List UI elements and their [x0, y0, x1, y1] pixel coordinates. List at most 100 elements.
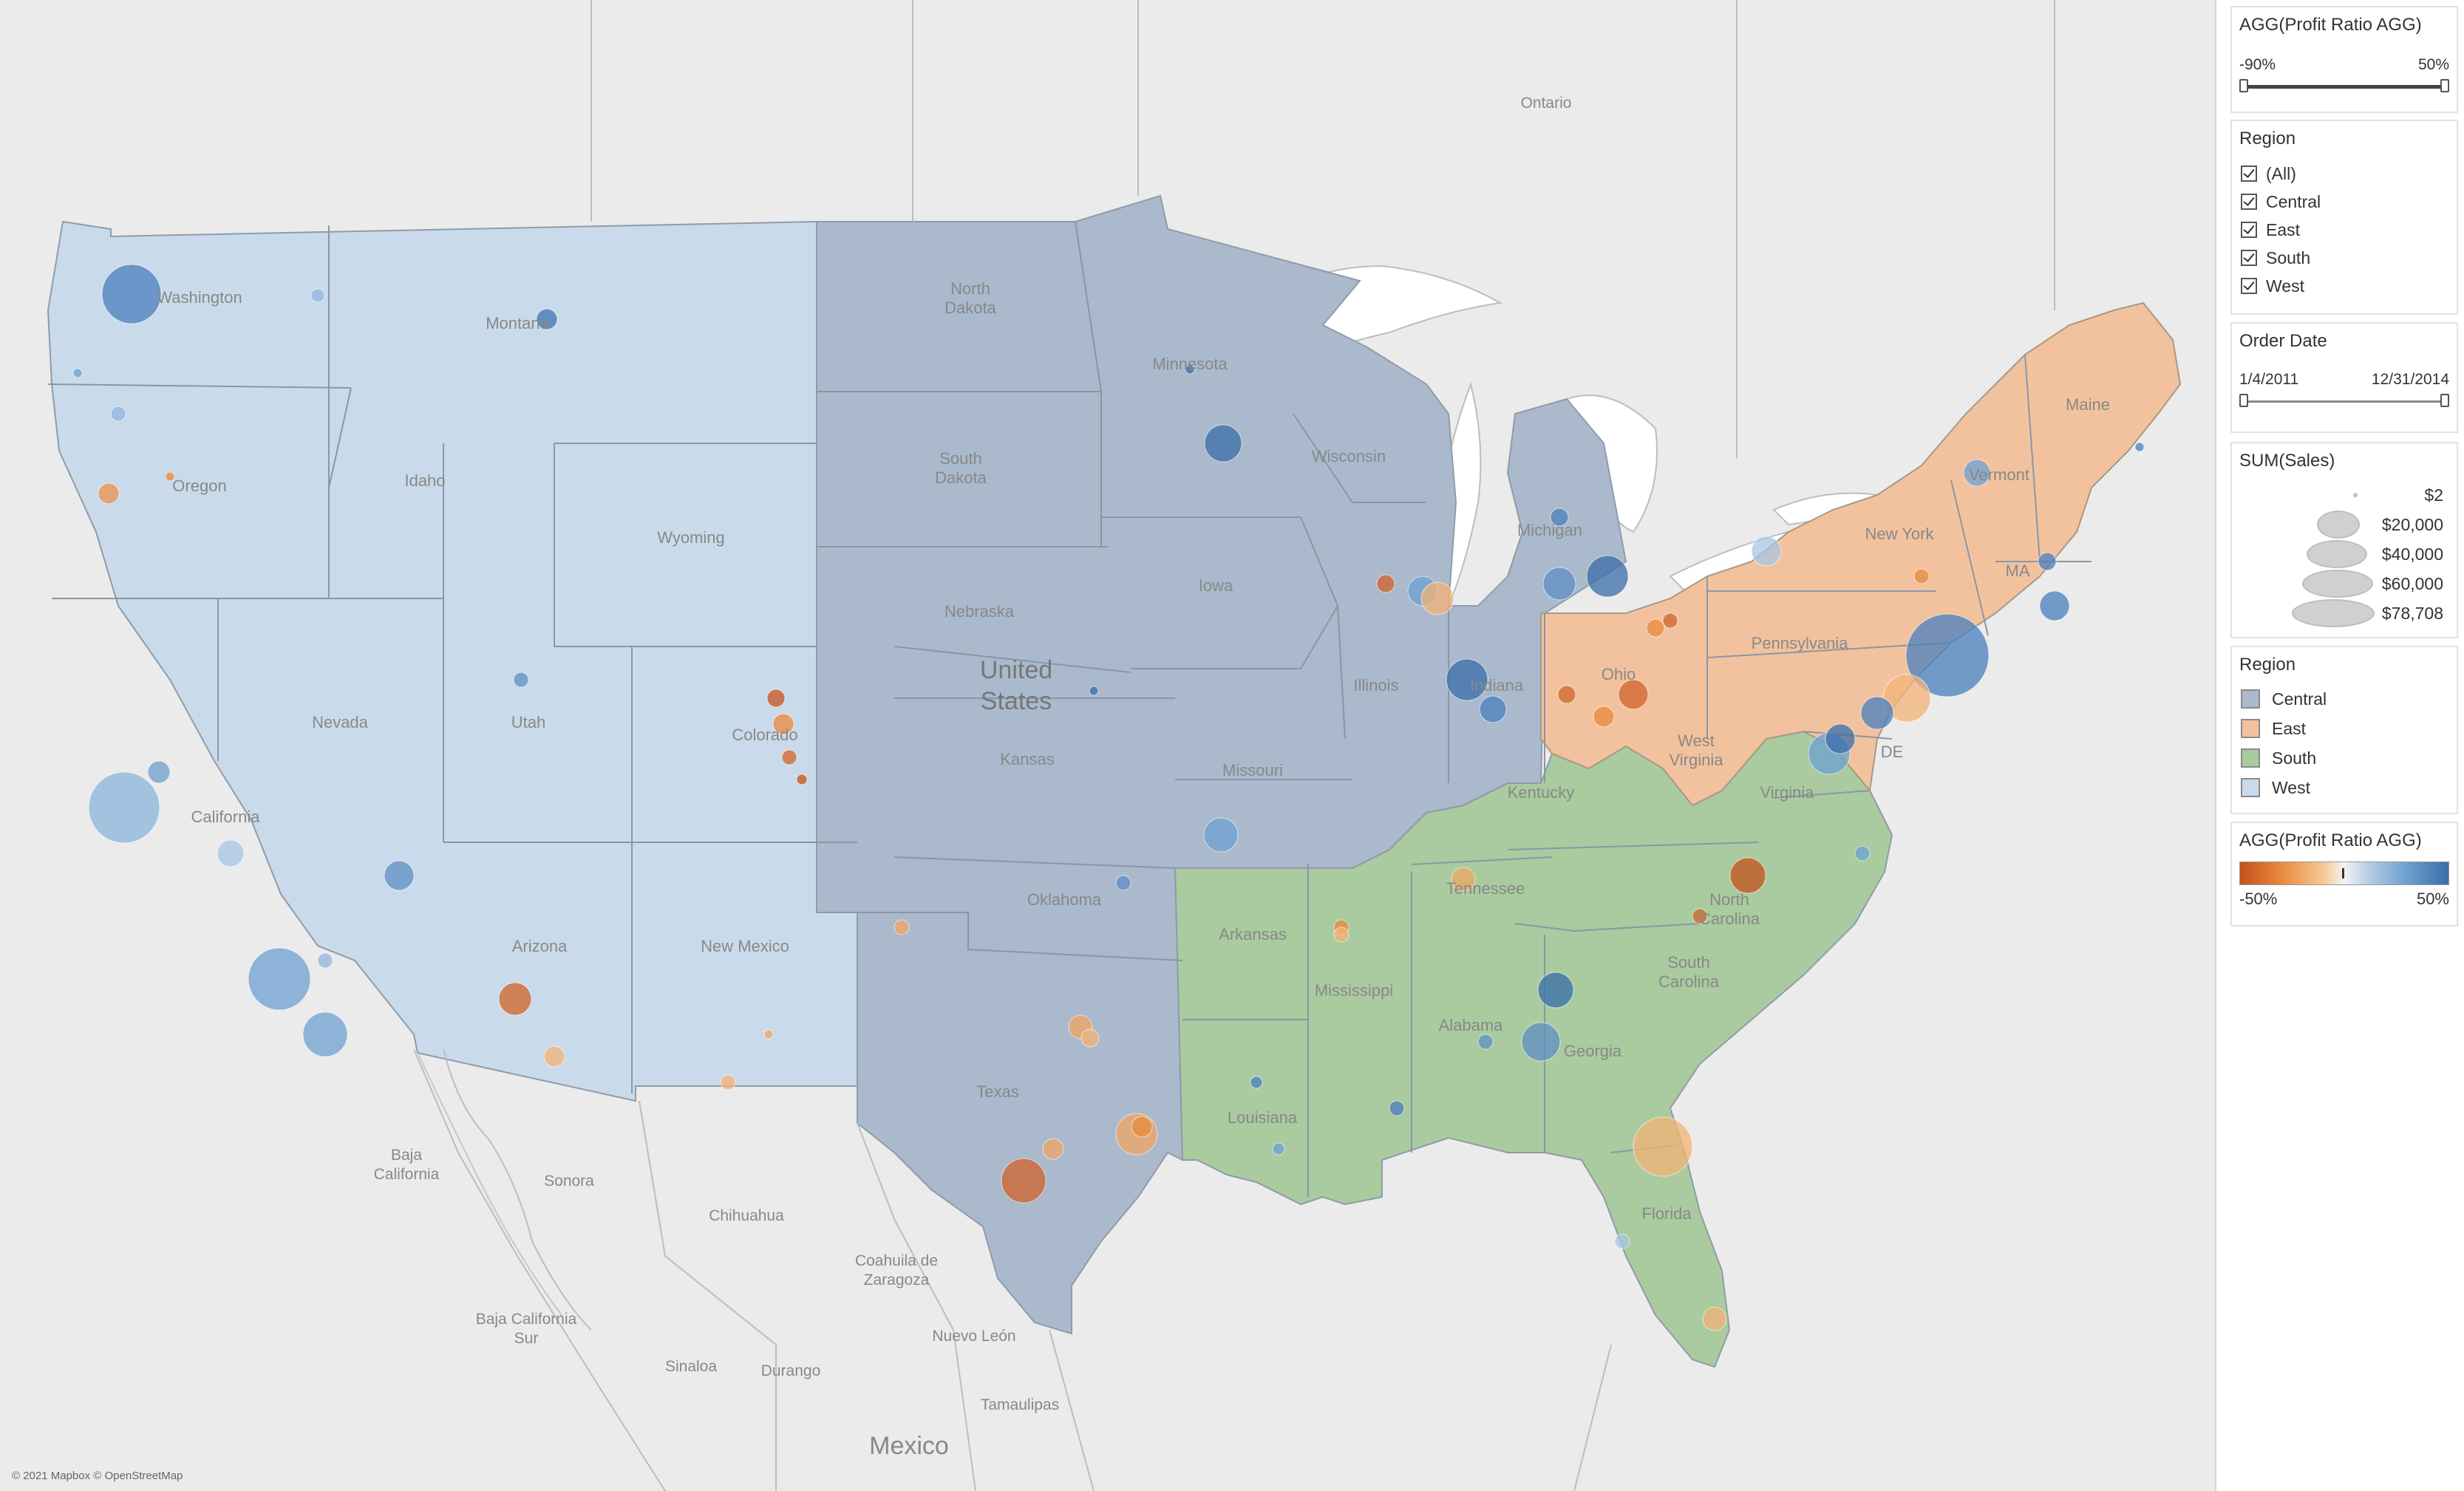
city-sales-marker[interactable]: [101, 264, 162, 324]
city-sales-marker[interactable]: [1557, 685, 1576, 704]
profit-ratio-slider-max-handle[interactable]: [2440, 79, 2449, 92]
city-sales-marker[interactable]: [1662, 613, 1678, 629]
city-sales-marker[interactable]: [72, 368, 83, 378]
region-legend-item-west[interactable]: West: [2232, 773, 2457, 802]
region-option-east[interactable]: East: [2232, 216, 2457, 244]
city-sales-marker[interactable]: [1185, 364, 1195, 375]
order-date-slider-start-handle[interactable]: [2239, 394, 2248, 407]
city-sales-marker[interactable]: [1333, 927, 1350, 943]
checkbox-checked-icon[interactable]: [2241, 222, 2257, 238]
city-sales-marker[interactable]: [1203, 817, 1239, 853]
city-sales-marker[interactable]: [1376, 574, 1395, 593]
city-sales-marker[interactable]: [2038, 552, 2057, 571]
city-sales-marker[interactable]: [317, 952, 333, 969]
city-sales-marker[interactable]: [1593, 706, 1615, 728]
city-sales-marker[interactable]: [1479, 695, 1507, 723]
city-sales-marker[interactable]: [147, 760, 171, 784]
city-sales-marker[interactable]: [498, 982, 532, 1016]
city-sales-marker[interactable]: [1913, 568, 1930, 584]
profit-ratio-gradient: [2239, 861, 2449, 885]
city-sales-marker[interactable]: [1542, 567, 1576, 601]
data-points[interactable]: [72, 264, 2145, 1331]
place-label: Ontario: [1521, 95, 1572, 112]
region-legend-item-central[interactable]: Central: [2232, 684, 2457, 714]
region-option-south[interactable]: South: [2232, 244, 2457, 272]
city-sales-marker[interactable]: [1751, 536, 1782, 567]
region-legend-item-south[interactable]: South: [2232, 743, 2457, 773]
order-date-slider[interactable]: [2239, 393, 2449, 409]
state-label: Texas: [976, 1082, 1018, 1101]
city-sales-marker[interactable]: [88, 771, 160, 844]
profit-ratio-slider[interactable]: [2239, 78, 2449, 95]
region-option-central[interactable]: Central: [2232, 188, 2457, 216]
city-sales-marker[interactable]: [1131, 1116, 1153, 1138]
city-sales-marker[interactable]: [302, 1011, 348, 1057]
city-sales-marker[interactable]: [1692, 908, 1708, 924]
city-sales-marker[interactable]: [536, 308, 558, 330]
state-label: MA: [2006, 562, 2030, 580]
city-sales-marker[interactable]: [513, 672, 529, 688]
city-sales-marker[interactable]: [2039, 590, 2070, 621]
city-sales-marker[interactable]: [98, 482, 120, 505]
city-sales-marker[interactable]: [384, 860, 415, 891]
state-label: Maine: [2066, 395, 2110, 414]
city-sales-marker[interactable]: [1089, 686, 1099, 696]
city-sales-marker[interactable]: [1963, 459, 1991, 487]
checkbox-checked-icon[interactable]: [2241, 278, 2257, 294]
city-sales-marker[interactable]: [248, 947, 311, 1011]
city-sales-marker[interactable]: [310, 288, 325, 303]
region-legend-item-east[interactable]: East: [2232, 714, 2457, 743]
city-sales-marker[interactable]: [1825, 723, 1856, 754]
city-sales-marker[interactable]: [1420, 581, 1454, 615]
city-sales-marker[interactable]: [1451, 867, 1476, 892]
state-label: North Carolina: [1699, 890, 1760, 928]
city-sales-marker[interactable]: [796, 774, 808, 785]
city-sales-marker[interactable]: [1860, 696, 1894, 730]
region-west: [47, 220, 858, 1102]
city-sales-marker[interactable]: [2134, 442, 2145, 452]
city-sales-marker[interactable]: [217, 839, 245, 867]
city-sales-marker[interactable]: [763, 1029, 774, 1040]
city-sales-marker[interactable]: [1204, 424, 1242, 463]
city-sales-marker[interactable]: [894, 919, 910, 935]
city-sales-marker[interactable]: [1550, 508, 1569, 527]
city-sales-marker[interactable]: [1521, 1022, 1561, 1062]
city-sales-marker[interactable]: [1646, 618, 1665, 638]
map-canvas[interactable]: Washington Montana Oregon Idaho Wyoming Nevad…: [0, 0, 2216, 1491]
region-option-all[interactable]: (All): [2232, 160, 2457, 188]
city-sales-marker[interactable]: [1250, 1076, 1263, 1089]
profit-ratio-slider-min-handle[interactable]: [2239, 79, 2248, 92]
city-sales-marker[interactable]: [1042, 1138, 1064, 1160]
city-sales-marker[interactable]: [165, 471, 175, 482]
city-sales-marker[interactable]: [1080, 1028, 1100, 1048]
checkbox-checked-icon[interactable]: [2241, 166, 2257, 182]
city-sales-marker[interactable]: [1001, 1158, 1046, 1204]
city-sales-marker[interactable]: [1446, 658, 1488, 701]
city-sales-marker[interactable]: [1633, 1116, 1693, 1177]
city-sales-marker[interactable]: [543, 1045, 565, 1068]
city-sales-marker[interactable]: [110, 406, 126, 422]
city-sales-marker[interactable]: [1389, 1100, 1405, 1116]
city-sales-marker[interactable]: [1614, 1233, 1630, 1249]
city-sales-marker[interactable]: [1618, 679, 1649, 710]
region-legend-title: Region: [2239, 655, 2296, 675]
city-sales-marker[interactable]: [720, 1074, 736, 1091]
city-sales-marker[interactable]: [1729, 857, 1766, 894]
sales-legend-label: $20,000: [2381, 514, 2443, 534]
city-sales-marker[interactable]: [1477, 1034, 1494, 1050]
checkbox-checked-icon[interactable]: [2241, 194, 2257, 210]
city-sales-marker[interactable]: [781, 749, 797, 765]
checkbox-checked-icon[interactable]: [2241, 250, 2257, 266]
city-sales-marker[interactable]: [1854, 845, 1871, 861]
city-sales-marker[interactable]: [1537, 972, 1574, 1009]
city-sales-marker[interactable]: [1702, 1306, 1727, 1331]
region-filter-title: Region: [2239, 129, 2296, 149]
city-sales-marker[interactable]: [766, 689, 786, 708]
region-option-west[interactable]: West: [2232, 272, 2457, 300]
city-sales-marker[interactable]: [1115, 875, 1131, 891]
city-sales-marker[interactable]: [1586, 555, 1629, 598]
order-date-slider-end-handle[interactable]: [2440, 394, 2449, 407]
city-sales-marker[interactable]: [1272, 1142, 1285, 1156]
city-sales-marker[interactable]: [772, 713, 794, 735]
city-sales-marker[interactable]: [1905, 613, 1990, 697]
